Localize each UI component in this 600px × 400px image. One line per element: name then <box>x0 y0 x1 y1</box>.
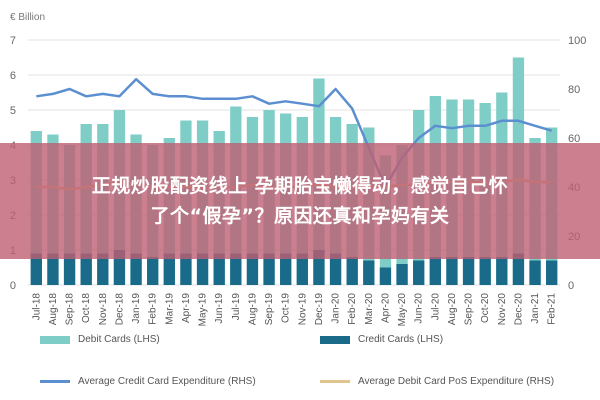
x-tick-label: Jul-19 <box>231 293 242 321</box>
x-tick-label: Sep-18 <box>65 293 76 326</box>
bar-credit-cards <box>196 253 209 285</box>
bar-credit-cards <box>47 253 59 285</box>
legend: Debit Cards (LHS) Credit Cards (LHS) Ave… <box>0 328 600 398</box>
bar-credit-cards <box>546 260 558 285</box>
legend-label-avg-credit: Average Credit Card Expenditure (RHS) <box>78 376 256 387</box>
legend-credit-cards: Credit Cards (LHS) <box>320 334 443 345</box>
legend-label-avg-debit: Average Debit Card PoS Expenditure (RHS) <box>358 376 555 387</box>
bar-credit-cards <box>396 264 408 285</box>
x-tick-label: Apr-20 <box>380 293 391 323</box>
x-tick-label: Oct-20 <box>480 293 491 323</box>
bar-credit-cards <box>263 253 275 285</box>
bar-credit-cards <box>512 253 525 285</box>
x-tick-label: Aug-18 <box>48 293 59 326</box>
legend-swatch-avg-debit <box>320 380 350 383</box>
x-tick-label: Mar-20 <box>364 293 375 325</box>
x-tick-label: Apr-19 <box>181 293 192 323</box>
x-tick-label: Dec-19 <box>314 293 325 326</box>
unit-label: € Billion <box>10 12 45 23</box>
x-tick-label: Jul-20 <box>430 293 441 321</box>
legend-label-debit: Debit Cards (LHS) <box>78 334 160 345</box>
bar-credit-cards <box>296 253 308 285</box>
x-tick-label: Nov-18 <box>98 293 109 326</box>
x-tick-label: Mar-19 <box>164 293 175 325</box>
bar-credit-cards <box>80 253 92 285</box>
bar-credit-cards <box>429 257 441 285</box>
x-tick-label: Jul-18 <box>31 293 42 321</box>
bar-credit-cards <box>346 257 358 285</box>
bar-credit-cards <box>413 260 425 285</box>
bar-credit-cards <box>213 253 225 285</box>
bar-credit-cards <box>130 253 142 285</box>
x-tick-label: Jan-20 <box>331 293 342 324</box>
bar-credit-cards <box>97 253 109 285</box>
legend-avg-debit: Average Debit Card PoS Expenditure (RHS) <box>320 376 554 387</box>
x-tick-label: Oct-18 <box>81 293 92 323</box>
x-tick-label: Jun-19 <box>214 293 225 324</box>
bar-credit-cards <box>280 253 292 285</box>
bar-credit-cards <box>313 250 325 285</box>
banner-line-2: 了个“假孕”？原因还真和孕妈有关 <box>150 205 450 227</box>
x-tick-label: Sep-19 <box>264 293 275 326</box>
x-tick-label: Nov-19 <box>297 293 308 326</box>
bar-credit-cards <box>479 257 491 285</box>
x-tick-label: Feb-19 <box>148 293 159 325</box>
bar-credit-cards <box>496 257 508 285</box>
x-axis: Jul-18 Aug-18 Sep-18 Oct-18 Nov-18 Dec-18 Jan-… <box>31 293 557 327</box>
legend-swatch-credit <box>320 335 350 344</box>
bar-credit-cards <box>329 253 342 285</box>
y-right-tick-label: 80 <box>568 84 580 96</box>
bar-credit-cards <box>246 253 259 285</box>
y-left-tick-label: 7 <box>10 35 16 47</box>
overlay-banner: 正规炒股配资线上 孕期胎宝懒得动，感觉自己怀 了个“假孕”？原因还真和孕妈有关 <box>0 143 600 259</box>
x-tick-label: Feb-20 <box>347 293 358 325</box>
bar-credit-cards <box>63 253 76 285</box>
x-tick-label: Oct-19 <box>281 293 292 323</box>
y-left-tick-label: 5 <box>10 105 16 117</box>
x-tick-label: Dec-20 <box>513 293 524 326</box>
x-tick-label: May-19 <box>198 293 209 327</box>
x-tick-label: May-20 <box>397 293 408 327</box>
x-tick-label: Nov-20 <box>497 293 508 326</box>
x-tick-label: Aug-20 <box>447 293 458 326</box>
bar-credit-cards <box>180 253 192 285</box>
legend-avg-credit: Average Credit Card Expenditure (RHS) <box>40 376 256 387</box>
y-right-tick-label: 100 <box>568 35 586 47</box>
bar-credit-cards <box>230 253 242 285</box>
legend-debit-cards: Debit Cards (LHS) <box>40 334 160 345</box>
x-tick-label: Jan-19 <box>131 293 142 324</box>
bar-credit-cards <box>529 260 541 285</box>
bar-credit-cards <box>30 253 42 285</box>
x-tick-label: Jun-20 <box>414 293 425 324</box>
x-tick-label: Dec-18 <box>114 293 125 326</box>
bar-credit-cards <box>446 257 458 285</box>
bar-credit-cards <box>379 267 392 285</box>
bar-credit-cards <box>363 260 375 285</box>
y-left-tick-label: 0 <box>10 280 16 292</box>
legend-swatch-avg-credit <box>40 380 70 383</box>
x-tick-label: Sep-20 <box>464 293 475 326</box>
legend-label-credit: Credit Cards (LHS) <box>358 334 444 345</box>
banner-text: 正规炒股配资线上 孕期胎宝懒得动，感觉自己怀 了个“假孕”？原因还真和孕妈有关 <box>10 171 590 231</box>
x-tick-label: Feb-21 <box>547 293 558 325</box>
bar-credit-cards <box>113 250 126 285</box>
banner-line-1: 正规炒股配资线上 孕期胎宝懒得动，感觉自己怀 <box>91 175 509 197</box>
line-avg-credit-expenditure <box>36 77 553 189</box>
y-right-tick-label: 60 <box>568 133 580 145</box>
bar-credit-cards <box>163 253 175 285</box>
bar-credit-cards <box>462 257 475 285</box>
y-right-tick-label: 0 <box>568 280 574 292</box>
x-tick-label: Aug-19 <box>247 293 258 326</box>
legend-swatch-debit <box>40 335 70 344</box>
bar-credit-cards <box>147 257 159 285</box>
y-left-tick-label: 6 <box>10 70 16 82</box>
x-tick-label: Jan-21 <box>530 293 541 324</box>
